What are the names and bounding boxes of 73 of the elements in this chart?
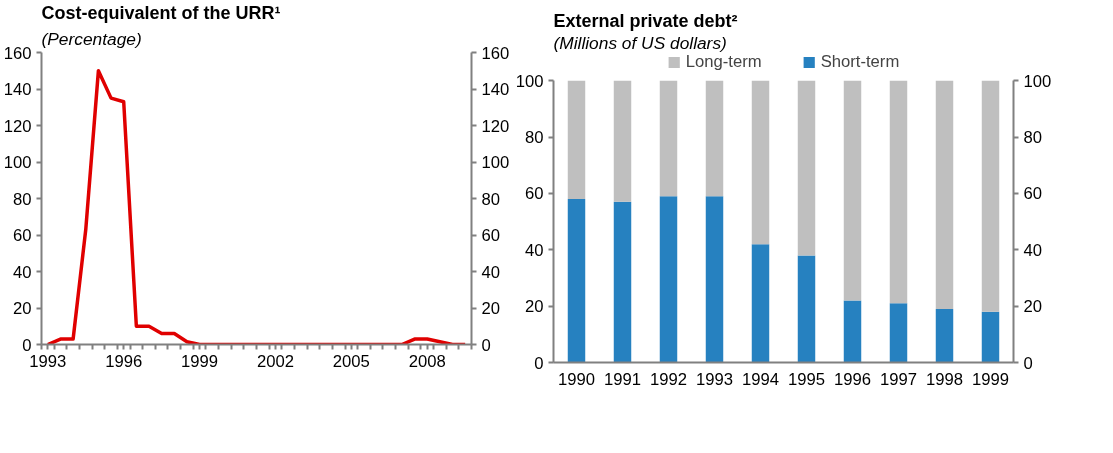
y-tick-label: 160: [3, 43, 32, 63]
y2-tick-label: 140: [481, 80, 510, 99]
y2-tick-label: 40: [481, 262, 501, 282]
x-tick-label: 2008: [408, 351, 446, 371]
y-tick-label: 120: [3, 116, 32, 136]
bar: [935, 80, 954, 309]
y-tick-label: 20: [524, 297, 544, 317]
bar: [567, 80, 586, 200]
y-tick-label: 140: [3, 80, 32, 99]
bar: [751, 80, 770, 245]
y2-tick-label: 20: [1023, 297, 1043, 317]
chart-subtitle: (Millions of US dollars): [553, 32, 727, 53]
chart-title: Cost-equivalent of the URR¹: [41, 2, 281, 23]
bar: [935, 308, 954, 363]
legend-label: Long-term: [685, 52, 762, 72]
x-tick-label: 1993: [29, 351, 67, 371]
x-tick-label: 1997: [879, 369, 918, 389]
y-tick-label: 20: [12, 299, 32, 318]
x-tick-label: 1996: [105, 351, 143, 371]
bar: [797, 255, 816, 363]
y2-tick-label: 80: [481, 189, 501, 209]
x-tick-label: 1993: [695, 369, 734, 389]
x-tick-label: 1999: [971, 369, 1010, 389]
y2-tick-label: 80: [1023, 128, 1043, 148]
bar: [797, 80, 816, 256]
bar: [843, 80, 862, 301]
y-tick-label: 100: [515, 71, 544, 91]
y2-tick-label: 0: [1023, 353, 1033, 373]
y-tick-label: 60: [12, 226, 32, 245]
bar: [843, 300, 862, 363]
x-tick-label: 1992: [649, 369, 688, 389]
line-series: [46, 69, 467, 345]
bar: [705, 80, 724, 197]
bar: [659, 80, 678, 197]
y2-tick-label: 60: [481, 226, 501, 245]
x-tick-label: 2002: [256, 351, 295, 371]
y2-tick-label: 60: [1023, 184, 1043, 204]
y2-tick-label: 20: [481, 299, 501, 318]
y-tick-label: 0: [22, 335, 32, 355]
bar: [981, 311, 1000, 363]
x-tick-label: 1998: [925, 369, 964, 389]
y2-tick-label: 100: [1023, 71, 1052, 91]
y2-tick-label: 100: [481, 153, 510, 172]
x-tick-label: 1994: [741, 369, 780, 389]
x-tick-label: 1999: [181, 351, 219, 371]
y2-tick-label: 120: [481, 116, 510, 136]
y-tick-label: 0: [534, 353, 544, 373]
x-tick-label: 1990: [557, 369, 596, 389]
y2-tick-label: 0: [481, 335, 491, 355]
y2-tick-label: 40: [1023, 240, 1043, 260]
x-tick-label: 1996: [833, 369, 872, 389]
y-tick-label: 40: [524, 240, 544, 260]
bar: [705, 196, 724, 363]
y-tick-label: 60: [524, 184, 544, 204]
x-tick-label: 2005: [332, 351, 370, 371]
y-tick-label: 100: [3, 153, 32, 172]
bar: [981, 80, 1000, 312]
bar: [659, 196, 678, 363]
bar: [613, 201, 632, 363]
legend-label: Short-term: [820, 52, 900, 72]
chart-title: External private debt²: [553, 10, 738, 31]
bar: [567, 199, 586, 363]
bar: [889, 303, 908, 363]
bar: [613, 80, 632, 202]
x-tick-label: 1991: [603, 369, 642, 389]
bar: [889, 80, 908, 304]
chart-subtitle: (Percentage): [41, 28, 142, 49]
y2-tick-label: 160: [481, 43, 510, 63]
x-tick-label: 1995: [787, 369, 826, 389]
y-tick-label: 80: [12, 189, 32, 209]
bar: [751, 244, 770, 363]
y-tick-label: 40: [12, 262, 32, 282]
y-tick-label: 80: [524, 128, 544, 148]
